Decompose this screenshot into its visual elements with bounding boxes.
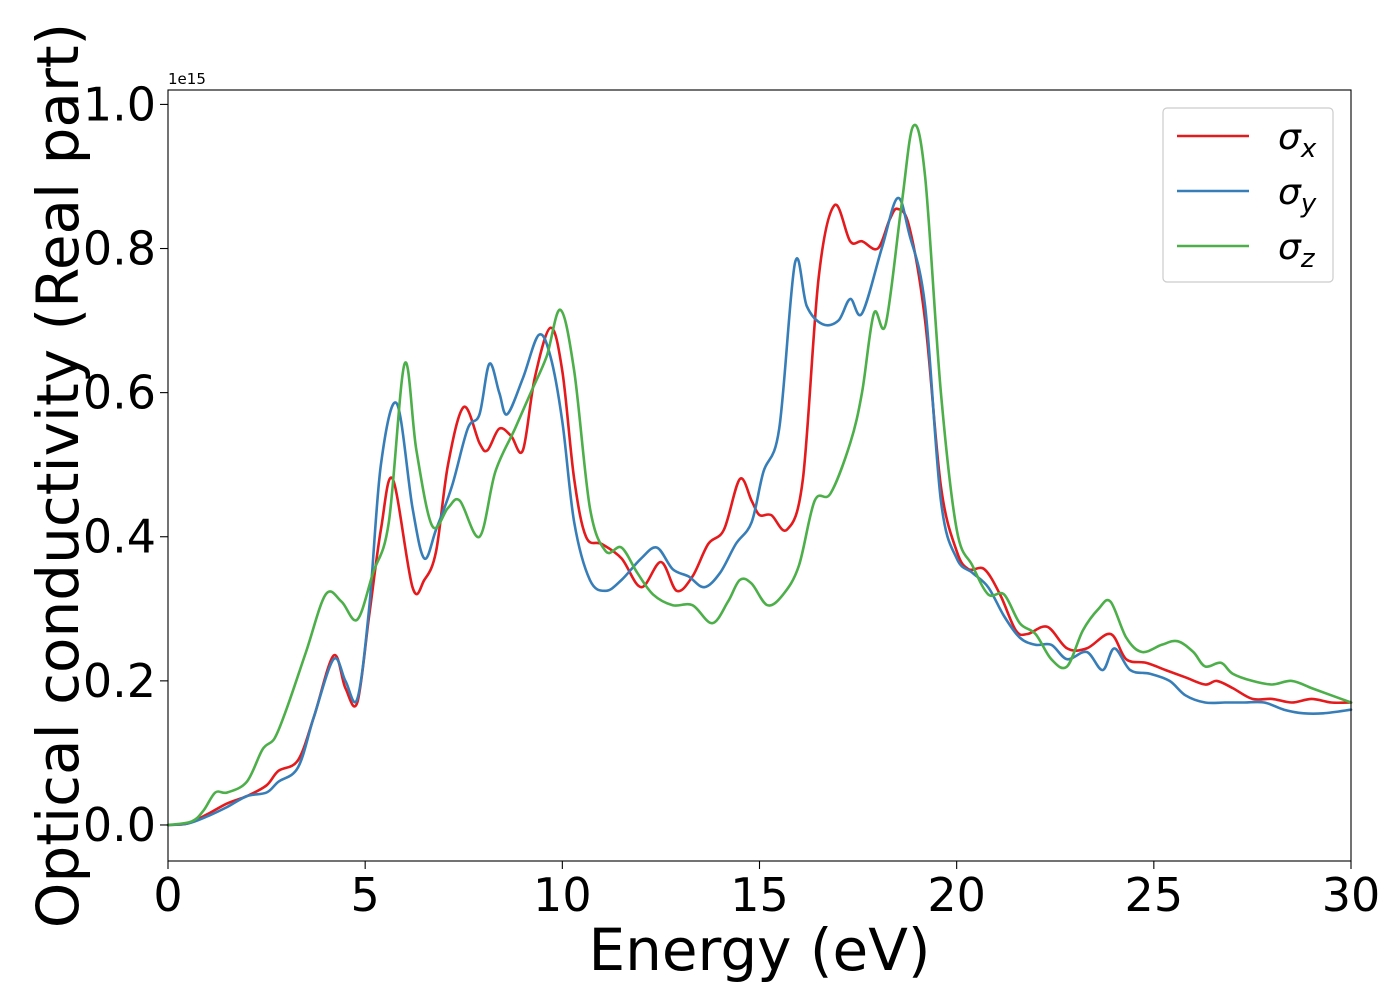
- series-line-y: [166, 196, 1353, 827]
- legend-label-x: σx: [1278, 117, 1317, 164]
- x-tick-label: 5: [351, 868, 380, 922]
- x-tick-label: 15: [730, 868, 789, 922]
- series-line-x: [166, 203, 1353, 827]
- legend-label-y: σy: [1278, 172, 1317, 219]
- y-axis-title: Optical conductivity (Real part): [24, 23, 92, 928]
- y-tick-label: 0.4: [83, 510, 156, 564]
- y-tick-label: 0.6: [83, 366, 156, 420]
- y-tick-label: 0.2: [83, 654, 156, 708]
- y-offset-text: 1e15: [168, 70, 206, 88]
- series-line-z: [166, 123, 1353, 827]
- x-tick-label: 30: [1322, 868, 1381, 922]
- x-tick-label: 20: [927, 868, 986, 922]
- ticks-layer: 0 5 10 15 20 25 30 0.0 0.2 0.4 0.6 0.8 1.0: [83, 77, 1380, 922]
- x-tick-label: 10: [533, 868, 592, 922]
- series-layer: [166, 123, 1353, 827]
- y-tick-label: 1.0: [83, 77, 156, 131]
- legend-label-z: σz: [1278, 227, 1316, 274]
- legend-box: [1162, 107, 1334, 283]
- legend: σx σy σz: [1162, 107, 1334, 283]
- x-tick-label: 25: [1125, 868, 1184, 922]
- y-tick-label: 0.0: [83, 798, 156, 852]
- y-tick-label: 0.8: [83, 222, 156, 276]
- x-axis-title: Energy (eV): [588, 916, 930, 984]
- x-tick-label: 0: [153, 868, 182, 922]
